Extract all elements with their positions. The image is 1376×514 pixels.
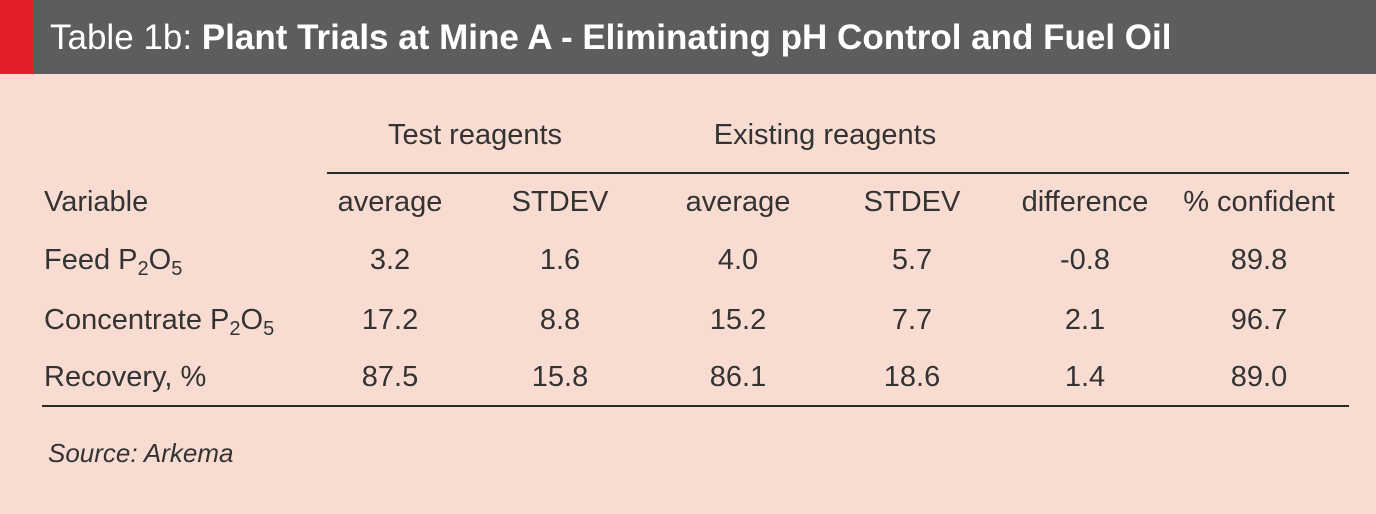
bottom-rule [42, 405, 1349, 407]
column-header-variable: Variable [44, 186, 149, 218]
table-cell: 87.5 [361, 361, 419, 393]
table-cell: 4.0 [717, 244, 759, 276]
table-cell: 86.1 [709, 361, 767, 393]
table-cell: 18.6 [883, 361, 941, 393]
table-cell: 89.8 [1230, 244, 1288, 276]
table-row-label: Recovery, % [44, 361, 207, 393]
table-cell: 7.7 [891, 304, 933, 336]
table-header-bar: Table 1b: Plant Trials at Mine A - Elimi… [0, 0, 1376, 74]
group-rule [327, 172, 1349, 174]
column-header-confident: % confident [1183, 186, 1335, 218]
table-title-main: Plant Trials at Mine A - Eliminating pH … [201, 18, 1172, 57]
column-header-test-average: average [337, 186, 443, 218]
column-header-existing-stdev: STDEV [863, 186, 961, 218]
table-cell: 96.7 [1230, 304, 1288, 336]
column-header-difference: difference [1021, 186, 1149, 218]
table-title: Table 1b: Plant Trials at Mine A - Elimi… [50, 0, 1171, 74]
accent-bar [0, 0, 34, 74]
table-cell: 1.6 [539, 244, 581, 276]
table-title-prefix: Table 1b: [50, 18, 202, 57]
table-cell: 15.8 [531, 361, 589, 393]
column-header-test-stdev: STDEV [511, 186, 609, 218]
column-header-existing-average: average [685, 186, 791, 218]
table-cell: 1.4 [1064, 361, 1106, 393]
table-cell: 2.1 [1064, 304, 1106, 336]
table-cell: -0.8 [1060, 244, 1110, 276]
table-cell: 89.0 [1230, 361, 1288, 393]
group-header-test: Test reagents [387, 119, 563, 151]
table-cell: 15.2 [709, 304, 767, 336]
table-cell: 17.2 [361, 304, 419, 336]
table-row-label: Concentrate P2O5 [44, 304, 275, 340]
table-row-label: Feed P2O5 [44, 244, 183, 280]
source-note: Source: Arkema [48, 438, 234, 468]
table-cell: 3.2 [369, 244, 411, 276]
group-header-existing: Existing reagents [713, 119, 937, 151]
table-cell: 5.7 [891, 244, 933, 276]
table-cell: 8.8 [539, 304, 581, 336]
